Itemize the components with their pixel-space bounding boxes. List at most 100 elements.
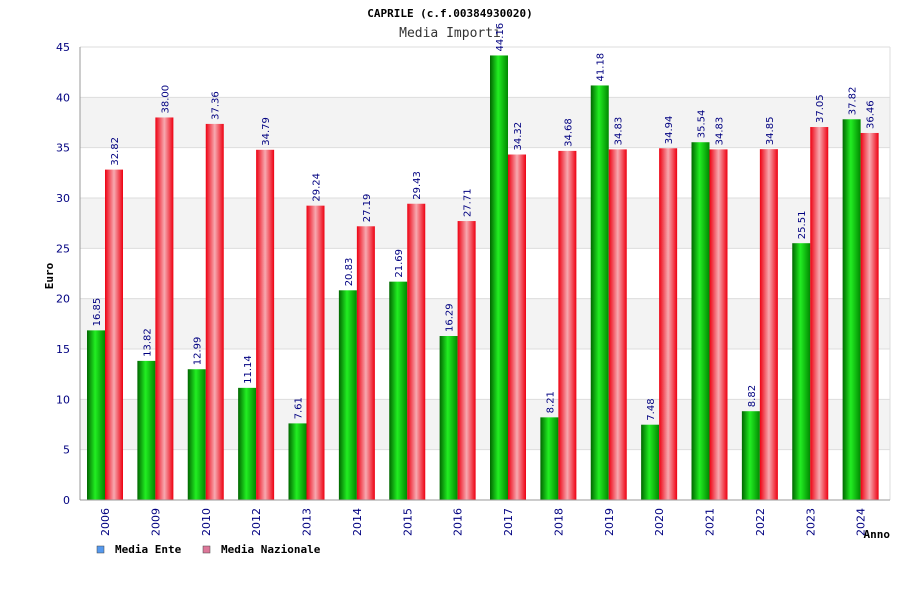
bar-media-nazionale-2006	[105, 169, 123, 500]
value-label-media-ente-2013: 7.61	[294, 397, 305, 419]
bar-media-nazionale-2019	[608, 149, 627, 501]
value-label-media-ente-2020: 7.48	[646, 398, 657, 420]
x-tick-label-2018: 2018	[552, 508, 565, 536]
bar-media-ente-2009	[137, 360, 156, 500]
value-label-media-ente-2018: 8.21	[545, 391, 556, 413]
x-tick-label-2014: 2014	[351, 508, 364, 536]
bars-group	[87, 55, 879, 501]
chart-subtitle: Media Importi	[399, 26, 501, 41]
x-tick-label-2010: 2010	[200, 508, 213, 536]
value-label-media-ente-2016: 16.29	[445, 303, 456, 332]
bar-media-nazionale-2009	[155, 117, 174, 500]
x-tick-label-2015: 2015	[401, 508, 414, 536]
bar-media-ente-2022	[741, 411, 760, 500]
bar-media-nazionale-2016	[457, 221, 476, 500]
x-tick-label-2016: 2016	[452, 508, 465, 536]
legend: Media Ente Media Nazionale	[96, 543, 321, 556]
y-tick-label: 0	[63, 494, 70, 507]
value-label-media-nazionale-2013: 29.24	[312, 173, 323, 202]
bar-media-nazionale-2012	[256, 149, 275, 500]
value-label-media-ente-2006: 16.85	[92, 298, 103, 327]
x-tick-label-2009: 2009	[149, 508, 162, 536]
value-labels-group: 16.85 32.82 13.82 38.00 12.99 37.36 11.14 34.79…	[92, 23, 877, 421]
value-label-media-nazionale-2014: 27.19	[362, 194, 373, 223]
y-axis-title: Euro	[43, 262, 56, 289]
bar-media-nazionale-2018	[558, 150, 577, 500]
bar-media-ente-2012	[238, 387, 257, 500]
bar-media-ente-2010	[187, 369, 206, 500]
value-label-media-nazionale-2021: 34.83	[715, 117, 726, 146]
x-tick-label-2017: 2017	[502, 508, 515, 536]
y-tick-label: 10	[56, 393, 70, 406]
bar-media-nazionale-2010	[205, 123, 224, 500]
value-label-media-ente-2023: 25.51	[797, 211, 808, 240]
bar-media-ente-2015	[389, 281, 408, 500]
x-tick-label-2022: 2022	[754, 508, 767, 536]
value-label-media-nazionale-2020: 34.94	[664, 116, 675, 145]
bar-media-ente-2013	[288, 423, 307, 500]
value-label-media-ente-2014: 20.83	[344, 258, 355, 287]
x-axis-ticks: 2006 2009 2010 2012 2013 2014 2015 2016 2017 2018…	[99, 508, 868, 536]
legend-label-media-nazionale: Media Nazionale	[221, 543, 321, 556]
value-label-media-nazionale-2009: 38.00	[160, 85, 171, 114]
y-tick-label: 15	[56, 343, 70, 356]
legend-swatch-media-nazionale	[202, 545, 211, 554]
bar-media-nazionale-2023	[810, 127, 829, 500]
bar-media-ente-2019	[590, 85, 609, 501]
x-tick-label-2013: 2013	[301, 508, 314, 536]
value-label-media-nazionale-2006: 32.82	[110, 137, 121, 166]
value-label-media-nazionale-2018: 34.68	[563, 118, 574, 147]
value-label-media-ente-2009: 13.82	[142, 328, 153, 357]
bar-media-nazionale-2017	[508, 154, 526, 500]
value-label-media-ente-2019: 41.18	[596, 53, 607, 82]
bar-media-nazionale-2015	[407, 203, 426, 500]
bar-media-nazionale-2021	[709, 149, 728, 501]
value-label-media-nazionale-2010: 37.36	[211, 91, 222, 120]
x-tick-label-2024: 2024	[855, 508, 868, 536]
y-tick-label: 25	[56, 242, 70, 255]
value-label-media-nazionale-2019: 34.83	[614, 117, 625, 146]
bar-media-nazionale-2014	[356, 226, 375, 500]
value-label-media-ente-2021: 35.54	[697, 110, 708, 139]
value-label-media-nazionale-2016: 27.71	[463, 188, 474, 217]
y-tick-label: 5	[63, 444, 70, 457]
bar-media-ente-2021	[691, 142, 710, 501]
x-axis-title: Anno	[864, 528, 891, 541]
value-label-media-ente-2022: 8.82	[747, 385, 758, 407]
bar-media-ente-2017	[490, 55, 508, 501]
bar-media-nazionale-2020	[659, 148, 678, 500]
y-tick-label: 35	[56, 142, 70, 155]
legend-label-media-ente: Media Ente	[115, 543, 182, 556]
bar-media-nazionale-2013	[306, 205, 325, 500]
value-label-media-ente-2017: 44.16	[495, 23, 506, 52]
bar-media-ente-2018	[540, 417, 559, 500]
value-label-media-nazionale-2023: 37.05	[815, 94, 826, 123]
y-tick-label: 45	[56, 41, 70, 54]
x-tick-label-2006: 2006	[99, 508, 112, 536]
value-label-media-nazionale-2012: 34.79	[261, 117, 272, 146]
y-axis-ticks: 0 5 10 15 20 25 30 35 40 45	[56, 41, 70, 507]
value-label-media-ente-2024: 37.82	[848, 87, 859, 116]
x-tick-label-2012: 2012	[250, 508, 263, 536]
x-tick-label-2023: 2023	[804, 508, 817, 536]
value-label-media-nazionale-2024: 36.46	[866, 100, 877, 129]
legend-swatch-media-ente	[96, 545, 105, 554]
y-tick-label: 30	[56, 192, 70, 205]
bar-media-nazionale-2024	[860, 132, 879, 500]
bar-media-nazionale-2022	[759, 149, 778, 500]
value-label-media-ente-2015: 21.69	[394, 249, 405, 278]
bar-media-ente-2014	[338, 290, 357, 500]
plot-band	[80, 47, 890, 98]
y-tick-label: 40	[56, 91, 70, 104]
y-tick-label: 20	[56, 293, 70, 306]
x-tick-label-2020: 2020	[653, 508, 666, 536]
bar-media-ente-2024	[842, 119, 861, 501]
value-label-media-ente-2010: 12.99	[193, 337, 204, 366]
value-label-media-nazionale-2015: 29.43	[412, 171, 423, 200]
value-label-media-ente-2012: 11.14	[243, 355, 254, 384]
x-tick-label-2021: 2021	[704, 508, 717, 536]
bar-media-ente-2020	[641, 424, 660, 500]
bar-media-ente-2023	[792, 243, 811, 500]
bar-media-ente-2016	[439, 336, 458, 500]
